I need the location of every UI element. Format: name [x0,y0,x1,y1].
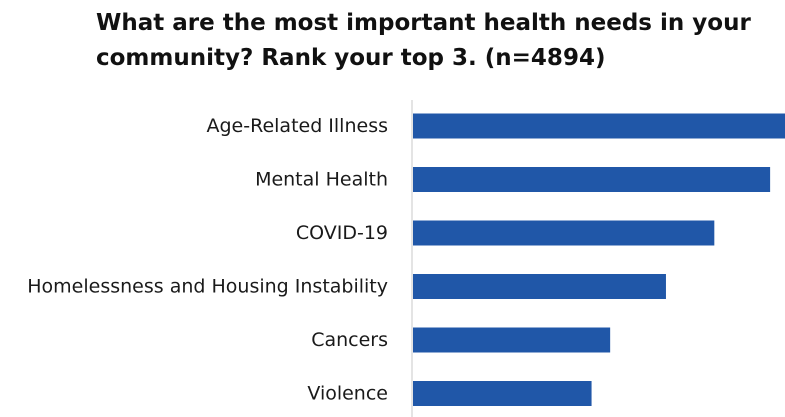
chart-title: What are the most important health needs… [96,10,751,71]
category-label-0: Age-Related Illness [207,115,389,137]
bar-1 [413,167,771,192]
bar-3 [413,274,666,299]
category-label-5: Violence [307,383,388,405]
bar-2 [413,220,715,246]
bars-layer [413,113,785,406]
category-label-1: Mental Health [255,169,388,191]
bar-0 [413,113,785,139]
category-label-4: Cancers [311,329,388,351]
bar-5 [413,381,592,406]
labels-layer: Age-Related Illness Mental Health COVID-19… [27,115,388,405]
category-label-3: Homelessness and Housing Instability [27,276,388,298]
bar-4 [413,327,611,353]
category-label-2: COVID-19 [296,222,388,244]
